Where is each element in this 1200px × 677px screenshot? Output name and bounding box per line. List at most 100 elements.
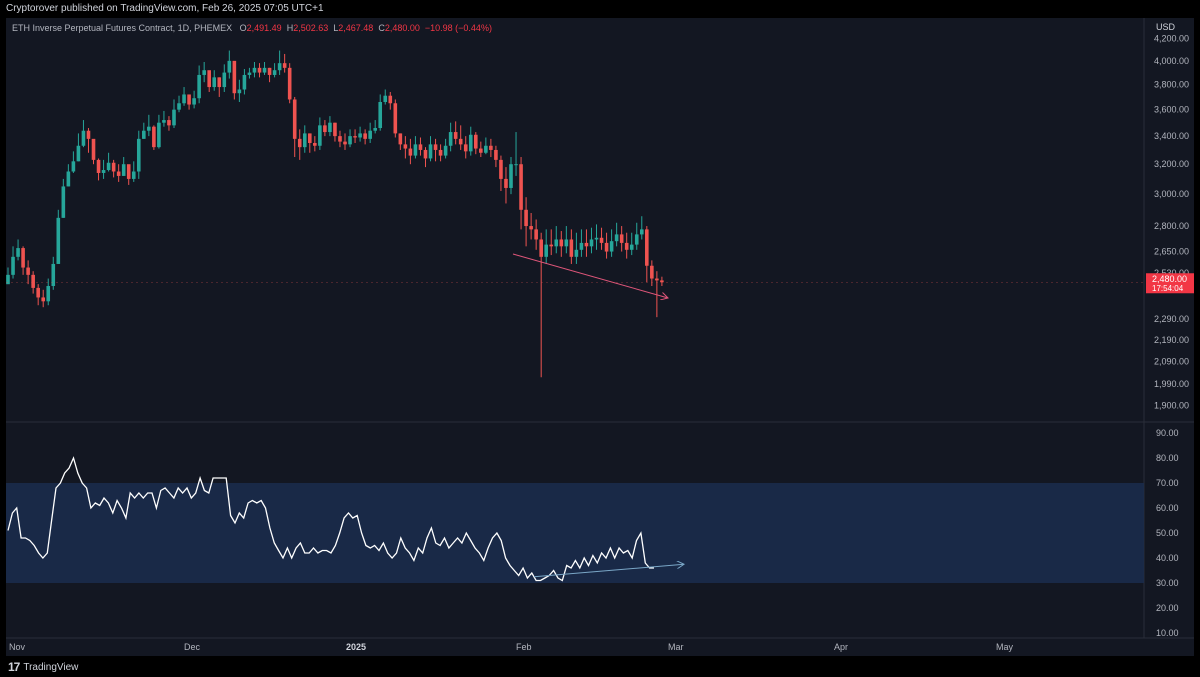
price-tick-label: 3,200.00 bbox=[1154, 159, 1189, 169]
time-tick-label: Dec bbox=[184, 642, 201, 652]
candle-body bbox=[388, 95, 393, 104]
candle-body bbox=[363, 133, 367, 139]
candle-body bbox=[21, 248, 25, 268]
low-label: L bbox=[333, 23, 339, 33]
price-tick-label: 3,800.00 bbox=[1154, 80, 1189, 90]
candle-body bbox=[116, 171, 121, 176]
candle-body bbox=[277, 63, 282, 71]
time-tick-label: 2025 bbox=[346, 642, 366, 652]
candle-body bbox=[639, 229, 644, 235]
candle-body bbox=[328, 122, 332, 133]
candle-body bbox=[509, 164, 513, 188]
candle-body bbox=[569, 239, 574, 257]
candle-body bbox=[584, 242, 589, 247]
candle-body bbox=[131, 171, 136, 179]
price-tick-label: 2,190.00 bbox=[1154, 335, 1189, 345]
candle-body bbox=[172, 109, 176, 126]
candle-body bbox=[287, 67, 292, 100]
candle-body bbox=[222, 72, 227, 88]
candle-body bbox=[227, 60, 232, 73]
candle-body bbox=[378, 101, 383, 129]
candle-body bbox=[126, 164, 131, 179]
candle-body bbox=[559, 239, 564, 247]
candle-body bbox=[76, 145, 81, 162]
candle-body bbox=[142, 130, 146, 139]
price-tick-label: 2,090.00 bbox=[1154, 357, 1189, 367]
candle-body bbox=[152, 126, 156, 148]
candle-body bbox=[333, 122, 337, 137]
candle-body bbox=[136, 138, 141, 172]
candle-body bbox=[348, 136, 352, 145]
candle-body bbox=[6, 274, 10, 285]
candle-body bbox=[272, 70, 277, 75]
candle-body bbox=[212, 77, 217, 88]
candle-body bbox=[368, 130, 372, 139]
candle-body bbox=[318, 125, 322, 146]
rsi-tick-label: 60.00 bbox=[1156, 503, 1179, 513]
candle-body bbox=[524, 209, 528, 227]
price-tick-label: 3,400.00 bbox=[1154, 131, 1189, 141]
price-tick-label: 4,200.00 bbox=[1154, 33, 1189, 43]
candle-body bbox=[489, 145, 493, 150]
candle-body bbox=[655, 278, 659, 281]
candle-body bbox=[463, 144, 468, 152]
candle-body bbox=[323, 125, 327, 133]
candle-body bbox=[353, 136, 357, 138]
currency-label: USD bbox=[1156, 22, 1176, 32]
candle-body bbox=[207, 70, 211, 88]
candle-body bbox=[534, 229, 538, 240]
rsi-tick-label: 50.00 bbox=[1156, 528, 1179, 538]
candle-body bbox=[51, 263, 56, 287]
candle-body bbox=[187, 94, 191, 105]
candle-body bbox=[383, 95, 388, 102]
symbol-legend: ETH Inverse Perpetual Futures Contract, … bbox=[12, 23, 492, 33]
candle-body bbox=[564, 239, 569, 247]
change-value: −10.98 (−0.44%) bbox=[424, 23, 492, 33]
candle-body bbox=[408, 148, 413, 156]
candle-body bbox=[292, 99, 297, 139]
candle-body bbox=[167, 120, 171, 126]
price-tick-label: 2,530.00 bbox=[1154, 268, 1189, 278]
candle-body bbox=[589, 239, 594, 247]
candle-body bbox=[453, 132, 458, 139]
price-tick-label: 4,000.00 bbox=[1154, 56, 1189, 66]
tradingview-logo[interactable]: 17 TradingView bbox=[8, 660, 78, 674]
candle-body bbox=[71, 161, 76, 172]
rsi-tick-label: 10.00 bbox=[1156, 628, 1179, 638]
candle-body bbox=[81, 130, 86, 146]
candle-body bbox=[629, 244, 634, 250]
rsi-band bbox=[6, 483, 1144, 583]
high-label: H bbox=[286, 23, 294, 33]
candle-body bbox=[473, 134, 478, 149]
candle-body bbox=[398, 133, 403, 145]
candle-body bbox=[343, 141, 347, 145]
candle-body bbox=[31, 274, 35, 288]
rsi-trendline bbox=[533, 564, 684, 578]
price-tick-label: 3,600.00 bbox=[1154, 105, 1189, 115]
open-value: 2,491.49 bbox=[246, 23, 282, 33]
price-tick-label: 2,290.00 bbox=[1154, 314, 1189, 324]
candle-body bbox=[650, 265, 654, 279]
rsi-line bbox=[7, 456, 654, 582]
rsi-tick-label: 80.00 bbox=[1156, 453, 1179, 463]
candle-body bbox=[458, 138, 463, 145]
candle-body bbox=[162, 120, 166, 123]
candle-body bbox=[544, 244, 549, 257]
rsi-tick-label: 90.00 bbox=[1156, 428, 1179, 438]
candle-body bbox=[11, 256, 15, 275]
candle-body bbox=[549, 244, 554, 247]
candle-body bbox=[217, 77, 222, 88]
candle-body bbox=[267, 67, 272, 75]
candle-body bbox=[106, 162, 111, 171]
rsi-tick-label: 70.00 bbox=[1156, 478, 1179, 488]
time-tick-label: Mar bbox=[668, 642, 684, 652]
candle-body bbox=[574, 249, 579, 257]
candle-body bbox=[403, 144, 408, 149]
chart-pane[interactable]: USD 4,200.00 4,000.00 3,800.00 3,600.00 3,400… bbox=[6, 18, 1194, 656]
candle-body bbox=[614, 234, 619, 242]
candle-body bbox=[484, 145, 488, 153]
symbol-title: ETH Inverse Perpetual Futures Contract, … bbox=[12, 23, 233, 33]
candle-body bbox=[579, 242, 584, 250]
